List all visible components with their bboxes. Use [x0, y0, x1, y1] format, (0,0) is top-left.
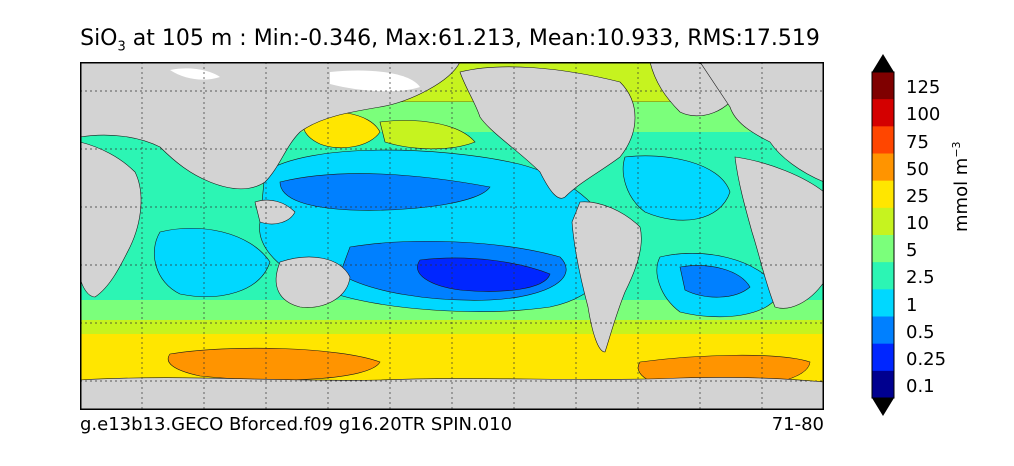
- colorbar-tick-label: 0.1: [906, 376, 935, 397]
- bering-lime: [379, 120, 476, 150]
- sea-ice-west: [170, 68, 220, 80]
- colorbar: [871, 54, 895, 416]
- colorbar-tick-label: 25: [906, 185, 929, 207]
- map-grid: [80, 62, 824, 410]
- pacific-south-deep: [417, 257, 551, 292]
- colorbar-segment: [872, 153, 894, 182]
- colorbar-segment: [872, 316, 894, 345]
- colorbar-tick-label: 50: [906, 158, 929, 180]
- southern-orange-west: [167, 347, 381, 381]
- colorbar-tick-label: 125: [906, 77, 941, 99]
- units-sup: −3: [950, 141, 963, 158]
- title-species-subscript: 3: [117, 39, 126, 55]
- colorbar-segment: [872, 289, 894, 317]
- indian-cyan: [154, 227, 271, 297]
- units-main: mmol m: [951, 157, 972, 232]
- run-name: g.e13b13.GECO Bforced.f09 g16.20TR SPIN.…: [80, 414, 513, 435]
- colorbar-segment: [872, 343, 894, 372]
- atlantic-north-cyan: [622, 155, 731, 221]
- colorbar-extend-top: [872, 54, 894, 72]
- maritime-continent: [254, 199, 296, 225]
- title-stats: at 105 m : Min:-0.346, Max:61.213, Mean:…: [125, 26, 820, 51]
- pacific-north-blue: [279, 173, 491, 211]
- colorbar-segment: [872, 370, 894, 399]
- colorbar-frame: [871, 71, 895, 399]
- africa-east: [734, 156, 824, 309]
- eurasia: [80, 62, 461, 190]
- chart-title: SiO3 at 105 m : Min:-0.346, Max:61.213, …: [0, 26, 900, 54]
- africa: [80, 141, 142, 298]
- south-america: [571, 201, 642, 353]
- colorbar-tick-label: 100: [906, 104, 941, 126]
- colorbar-segment: [872, 235, 894, 263]
- colorbar-tick-label: 10: [906, 213, 929, 234]
- colorbar-segment: [872, 180, 894, 209]
- colorbar-segment: [872, 207, 894, 236]
- title-species: SiO: [80, 26, 118, 51]
- colorbar-tick-label: 0.25: [906, 348, 947, 370]
- sea-ice-arctic: [330, 70, 420, 92]
- colorbar-extend-bottom: [872, 398, 894, 416]
- colorbar-units: mmol m−3: [950, 141, 972, 232]
- atlantic-south-blue: [679, 265, 751, 298]
- colorbar-segment: [872, 262, 894, 290]
- colorbar-segment: [872, 99, 894, 127]
- colorbar-tick-label: 5: [906, 240, 918, 262]
- colorbar-tick-label: 0.5: [906, 321, 935, 343]
- ocean-map: [80, 62, 824, 410]
- year-range: 71-80: [771, 414, 824, 435]
- australia: [275, 256, 351, 308]
- colorbar-tick-label: 75: [906, 131, 929, 153]
- colorbar-tick-label: 2.5: [906, 267, 935, 289]
- colorbar-segment: [872, 126, 894, 154]
- colorbar-segment: [872, 72, 894, 100]
- colorbar-tick-label: 1: [906, 294, 918, 316]
- map-frame: [80, 62, 824, 410]
